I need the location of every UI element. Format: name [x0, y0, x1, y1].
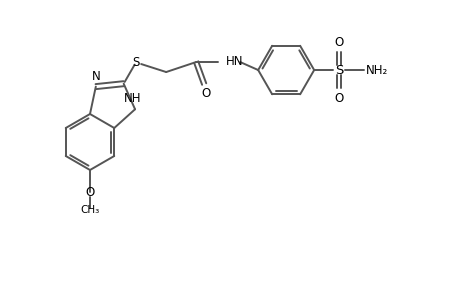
Text: O: O: [334, 35, 343, 49]
Text: NH: NH: [124, 92, 141, 105]
Text: S: S: [132, 56, 140, 68]
Text: CH₃: CH₃: [80, 205, 100, 215]
Text: O: O: [334, 92, 343, 104]
Text: HN: HN: [226, 55, 243, 68]
Text: O: O: [85, 185, 95, 199]
Text: S: S: [334, 64, 342, 76]
Text: O: O: [201, 86, 210, 100]
Text: NH₂: NH₂: [365, 64, 387, 76]
Text: N: N: [91, 70, 100, 83]
